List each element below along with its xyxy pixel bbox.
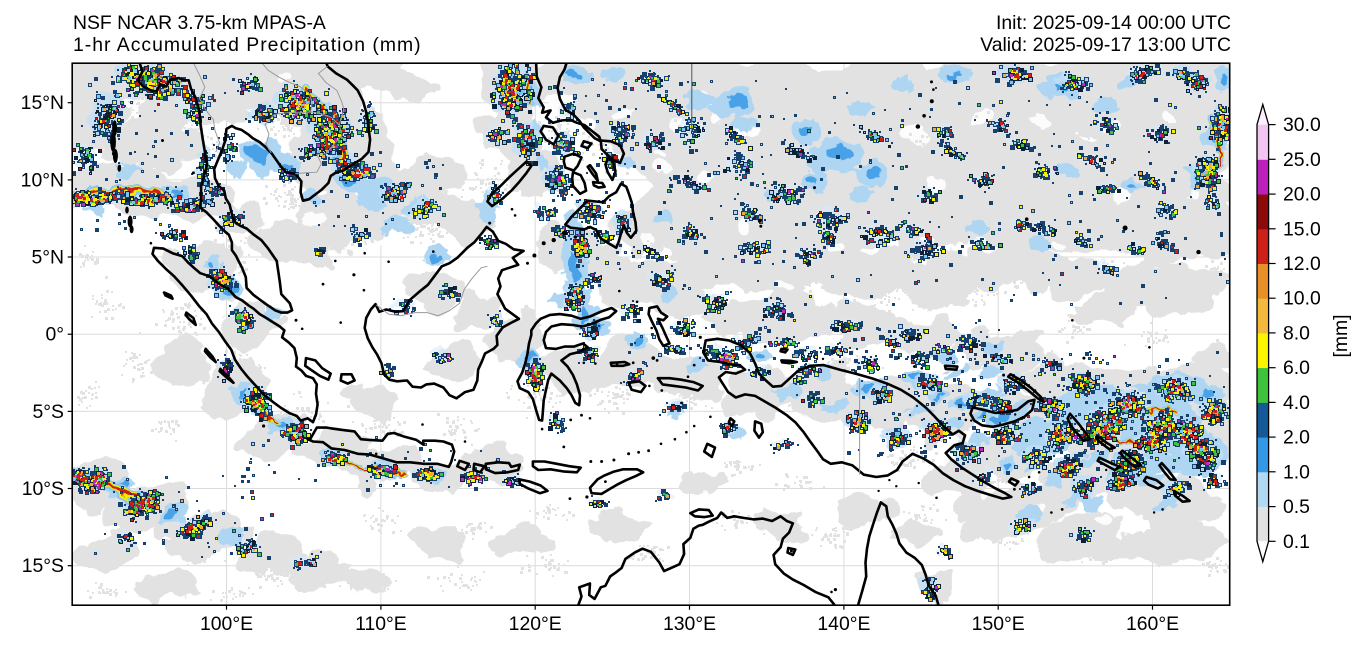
svg-text:8.0: 8.0 (1283, 322, 1310, 344)
svg-text:12.0: 12.0 (1283, 253, 1321, 275)
svg-text:10°S: 10°S (22, 478, 64, 500)
svg-text:150°E: 150°E (972, 613, 1025, 635)
svg-text:5°S: 5°S (33, 401, 65, 423)
svg-text:10°N: 10°N (21, 169, 64, 191)
svg-text:100°E: 100°E (200, 613, 253, 635)
svg-text:110°E: 110°E (355, 613, 407, 635)
svg-text:Init: 2025-09-14 00:00 UTC: Init: 2025-09-14 00:00 UTC (996, 12, 1231, 34)
svg-text:15.0: 15.0 (1283, 218, 1321, 240)
svg-text:2.0: 2.0 (1283, 427, 1310, 449)
svg-text:NSF NCAR 3.75-km MPAS-A: NSF NCAR 3.75-km MPAS-A (73, 12, 326, 34)
svg-text:15°N: 15°N (21, 92, 64, 114)
svg-text:5°N: 5°N (31, 247, 64, 269)
svg-text:4.0: 4.0 (1283, 392, 1310, 414)
svg-text:[mm]: [mm] (1330, 314, 1352, 357)
svg-text:1.0: 1.0 (1283, 461, 1310, 483)
svg-text:130°E: 130°E (663, 613, 716, 635)
svg-text:25.0: 25.0 (1283, 149, 1321, 171)
svg-text:160°E: 160°E (1126, 613, 1179, 635)
svg-text:15°S: 15°S (22, 555, 64, 577)
svg-text:0°: 0° (45, 324, 64, 346)
svg-text:10.0: 10.0 (1283, 288, 1321, 310)
svg-text:0.1: 0.1 (1283, 531, 1310, 553)
svg-text:20.0: 20.0 (1283, 184, 1321, 206)
svg-text:1-hr Accumulated Precipitation: 1-hr Accumulated Precipitation (mm) (73, 34, 422, 56)
svg-text:120°E: 120°E (509, 613, 562, 635)
svg-text:140°E: 140°E (817, 613, 870, 635)
svg-text:6.0: 6.0 (1283, 357, 1310, 379)
svg-text:Valid: 2025-09-17 13:00 UTC: Valid: 2025-09-17 13:00 UTC (980, 34, 1231, 56)
svg-text:0.5: 0.5 (1283, 496, 1310, 518)
svg-text:30.0: 30.0 (1283, 114, 1321, 136)
